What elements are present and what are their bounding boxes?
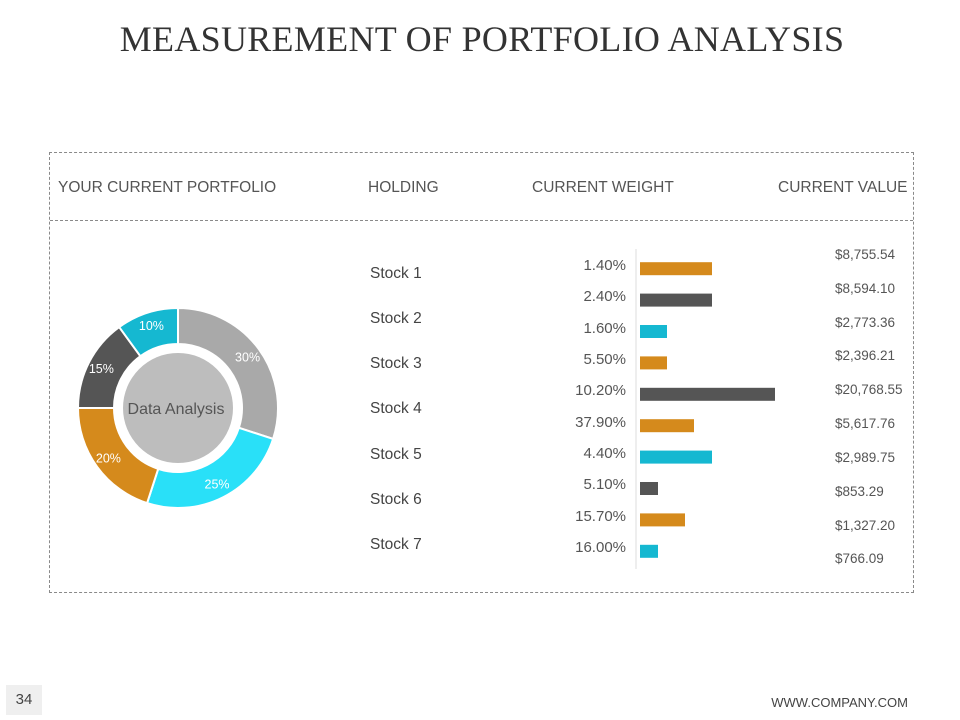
weight-bar	[640, 325, 667, 338]
weight-bar	[640, 262, 712, 276]
weight-label: 1.40%	[583, 257, 626, 274]
header-portfolio: YOUR CURRENT PORTFOLIO	[58, 179, 277, 196]
weight-bar	[640, 419, 694, 433]
value-label: $766.09	[835, 551, 884, 566]
header-weight: CURRENT WEIGHT	[532, 179, 674, 196]
value-label: $1,327.20	[835, 518, 896, 533]
weight-bar	[640, 513, 685, 527]
donut-chart: 30% 25% 20% 15% 10% Data Analysis	[76, 306, 279, 509]
weight-label: 15.70%	[575, 508, 626, 525]
weight-label: 5.10%	[583, 476, 626, 493]
value-label: $20,768.55	[835, 382, 903, 397]
value-label: $2,989.75	[835, 450, 896, 465]
value-label: $5,617.76	[835, 416, 896, 431]
page-number: 34	[6, 685, 42, 715]
stock-label: Stock 6	[370, 491, 422, 508]
weight-label: 2.40%	[583, 288, 626, 305]
header-holding: HOLDING	[368, 179, 439, 196]
value-label: $853.29	[835, 484, 884, 499]
header-value: CURRENT VALUE	[778, 179, 908, 196]
donut-slice-label: 25%	[205, 478, 230, 492]
portfolio-panel: YOUR CURRENT PORTFOLIO HOLDING CURRENT W…	[49, 152, 914, 593]
weight-bar	[640, 482, 658, 495]
stock-label: Stock 4	[370, 400, 422, 417]
weight-bar	[640, 293, 712, 307]
value-label: $2,773.36	[835, 315, 896, 330]
donut-slice-label: 20%	[96, 452, 121, 466]
weight-bar-chart	[635, 249, 775, 569]
weight-label: 37.90%	[575, 414, 626, 431]
weight-bar	[640, 356, 667, 370]
weight-label: 5.50%	[583, 351, 626, 368]
weight-label: 1.60%	[583, 320, 626, 337]
footer-url: WWW.COMPANY.COM	[771, 695, 908, 710]
weight-bar	[640, 544, 658, 558]
donut-center	[123, 353, 233, 463]
stock-label: Stock 2	[370, 310, 422, 327]
donut-center-label: Data Analysis	[128, 401, 225, 418]
donut-slice-label: 15%	[89, 362, 114, 376]
table-header-row: YOUR CURRENT PORTFOLIO HOLDING CURRENT W…	[50, 153, 913, 221]
donut-slice-label: 10%	[139, 319, 164, 333]
stock-label: Stock 7	[370, 536, 422, 553]
weight-bar	[640, 450, 712, 464]
stock-label: Stock 3	[370, 355, 422, 372]
donut-slice-label: 30%	[235, 350, 260, 364]
donut-slice	[117, 306, 179, 358]
value-label: $8,755.54	[835, 247, 896, 262]
value-label: $2,396.21	[835, 348, 896, 363]
value-label: $8,594.10	[835, 281, 896, 296]
stock-label: Stock 1	[370, 265, 422, 282]
weight-label: 4.40%	[583, 445, 626, 462]
weight-label: 16.00%	[575, 539, 626, 556]
weight-label: 10.20%	[575, 382, 626, 399]
stock-label: Stock 5	[370, 446, 422, 463]
weight-bar	[640, 387, 775, 401]
slide-title: MEASUREMENT OF PORTFOLIO ANALYSIS	[119, 19, 845, 59]
